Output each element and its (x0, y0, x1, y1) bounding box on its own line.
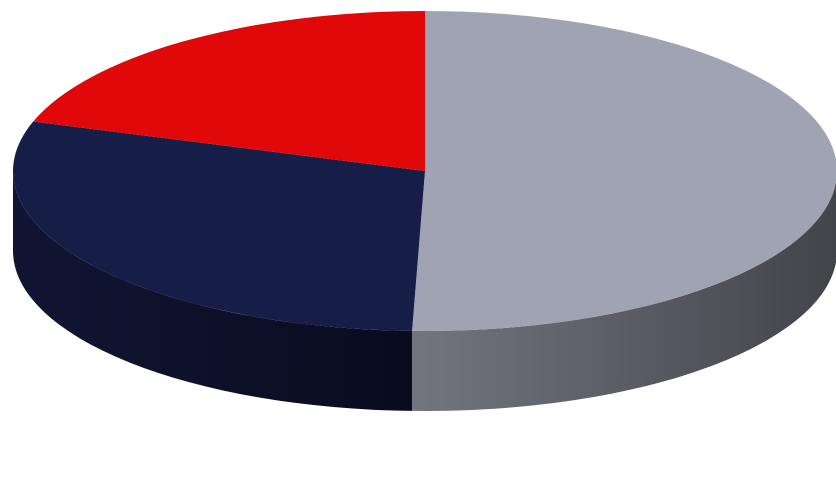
pie-sides (13, 171, 836, 411)
pie-slice-side-2 (13, 171, 413, 411)
pie-slice-3[interactable] (33, 11, 426, 171)
pie-slice-2[interactable] (12, 121, 425, 331)
pie-slice-side-1 (412, 181, 836, 411)
pie-slice-1[interactable] (412, 11, 836, 331)
pie-slices (12, 11, 836, 331)
